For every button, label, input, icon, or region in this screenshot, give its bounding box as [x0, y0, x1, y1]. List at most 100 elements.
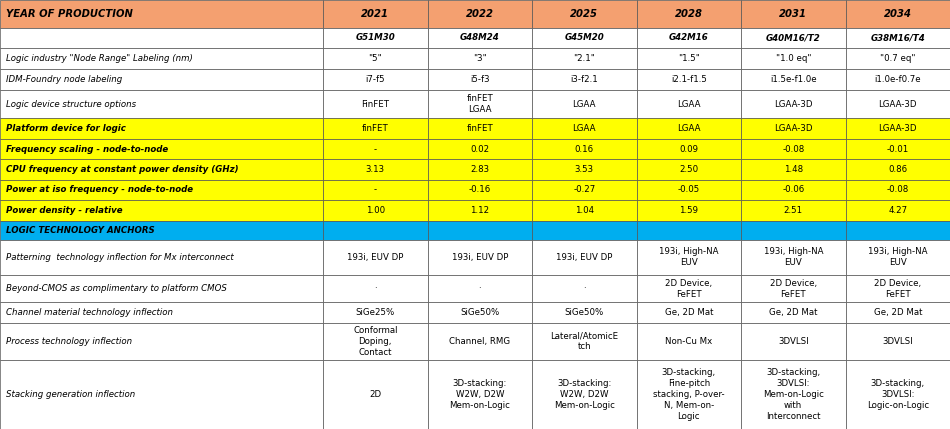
- Bar: [0, 90, 323, 118]
- Text: Power density - relative: Power density - relative: [6, 206, 123, 215]
- Text: "1.5": "1.5": [677, 54, 700, 63]
- Text: G40M16/T2: G40M16/T2: [766, 33, 821, 42]
- Bar: [0, 323, 323, 360]
- Bar: [846, 360, 950, 429]
- Text: 2031: 2031: [779, 9, 808, 19]
- Bar: [846, 240, 950, 275]
- Bar: [636, 69, 741, 90]
- Bar: [0, 159, 323, 180]
- Bar: [532, 323, 636, 360]
- Bar: [323, 0, 428, 27]
- Bar: [636, 302, 741, 323]
- Bar: [532, 0, 636, 27]
- Bar: [741, 139, 846, 159]
- Bar: [532, 200, 636, 221]
- Text: IDM-Foundry node labeling: IDM-Foundry node labeling: [6, 75, 122, 84]
- Text: i5-f3: i5-f3: [470, 75, 489, 84]
- Bar: [846, 0, 950, 27]
- Bar: [636, 323, 741, 360]
- Bar: [532, 139, 636, 159]
- Text: -0.06: -0.06: [782, 185, 805, 194]
- Bar: [741, 221, 846, 240]
- Bar: [0, 118, 323, 139]
- Bar: [0, 275, 323, 302]
- Bar: [636, 360, 741, 429]
- Bar: [0, 139, 323, 159]
- Bar: [846, 200, 950, 221]
- Bar: [636, 275, 741, 302]
- Text: 3DVLSI: 3DVLSI: [883, 337, 913, 346]
- Bar: [741, 118, 846, 139]
- Bar: [0, 69, 323, 90]
- Bar: [741, 275, 846, 302]
- Bar: [428, 159, 532, 180]
- Bar: [846, 323, 950, 360]
- Bar: [0, 221, 323, 240]
- Bar: [0, 200, 323, 221]
- Text: 3.13: 3.13: [366, 165, 385, 174]
- Text: Beyond-CMOS as complimentary to platform CMOS: Beyond-CMOS as complimentary to platform…: [6, 284, 226, 293]
- Text: -0.27: -0.27: [573, 185, 596, 194]
- Bar: [428, 275, 532, 302]
- Bar: [846, 275, 950, 302]
- Bar: [428, 118, 532, 139]
- Bar: [0, 302, 323, 323]
- Bar: [323, 275, 428, 302]
- Text: 2D Device,
FeFET: 2D Device, FeFET: [770, 278, 817, 299]
- Bar: [846, 302, 950, 323]
- Bar: [846, 48, 950, 69]
- Text: i3-f2.1: i3-f2.1: [570, 75, 598, 84]
- Bar: [741, 69, 846, 90]
- Bar: [846, 27, 950, 48]
- Text: 0.09: 0.09: [679, 145, 698, 154]
- Text: 2D Device,
FeFET: 2D Device, FeFET: [874, 278, 921, 299]
- Bar: [636, 240, 741, 275]
- Bar: [323, 118, 428, 139]
- Text: -: -: [373, 185, 377, 194]
- Text: 0.02: 0.02: [470, 145, 489, 154]
- Bar: [428, 302, 532, 323]
- Text: 193i, High-NA
EUV: 193i, High-NA EUV: [764, 248, 823, 267]
- Bar: [741, 90, 846, 118]
- Bar: [741, 27, 846, 48]
- Text: -0.05: -0.05: [677, 185, 700, 194]
- Text: LGAA-3D: LGAA-3D: [774, 124, 812, 133]
- Bar: [323, 139, 428, 159]
- Bar: [428, 90, 532, 118]
- Text: 2025: 2025: [570, 9, 598, 19]
- Bar: [636, 159, 741, 180]
- Text: i1.0e-f0.7e: i1.0e-f0.7e: [874, 75, 921, 84]
- Text: LGAA-3D: LGAA-3D: [879, 124, 917, 133]
- Bar: [636, 221, 741, 240]
- Bar: [846, 118, 950, 139]
- Text: "1.0 eq": "1.0 eq": [775, 54, 811, 63]
- Bar: [323, 159, 428, 180]
- Text: 1.59: 1.59: [679, 206, 698, 215]
- Text: Stacking generation inflection: Stacking generation inflection: [6, 390, 135, 399]
- Text: "3": "3": [473, 54, 486, 63]
- Text: Channel material technology inflection: Channel material technology inflection: [6, 308, 173, 317]
- Text: 3D-stacking:
W2W, D2W
Mem-on-Logic: 3D-stacking: W2W, D2W Mem-on-Logic: [554, 379, 615, 410]
- Bar: [0, 360, 323, 429]
- Text: Patterning  technology inflection for Mx interconnect: Patterning technology inflection for Mx …: [6, 253, 234, 262]
- Text: 3D-stacking,
3DVLSI:
Logic-on-Logic: 3D-stacking, 3DVLSI: Logic-on-Logic: [866, 379, 929, 410]
- Bar: [428, 240, 532, 275]
- Text: i2.1-f1.5: i2.1-f1.5: [671, 75, 707, 84]
- Text: 193i, High-NA
EUV: 193i, High-NA EUV: [868, 248, 927, 267]
- Text: 4.27: 4.27: [888, 206, 907, 215]
- Bar: [323, 48, 428, 69]
- Text: SiGe50%: SiGe50%: [564, 308, 604, 317]
- Bar: [741, 159, 846, 180]
- Text: 3.53: 3.53: [575, 165, 594, 174]
- Bar: [532, 221, 636, 240]
- Bar: [428, 139, 532, 159]
- Text: Logic industry "Node Range" Labeling (nm): Logic industry "Node Range" Labeling (nm…: [6, 54, 193, 63]
- Text: LGAA: LGAA: [677, 124, 700, 133]
- Bar: [532, 48, 636, 69]
- Bar: [636, 139, 741, 159]
- Text: LGAA-3D: LGAA-3D: [879, 100, 917, 109]
- Bar: [741, 180, 846, 200]
- Text: LGAA: LGAA: [573, 124, 596, 133]
- Text: Channel, RMG: Channel, RMG: [449, 337, 510, 346]
- Text: "5": "5": [369, 54, 382, 63]
